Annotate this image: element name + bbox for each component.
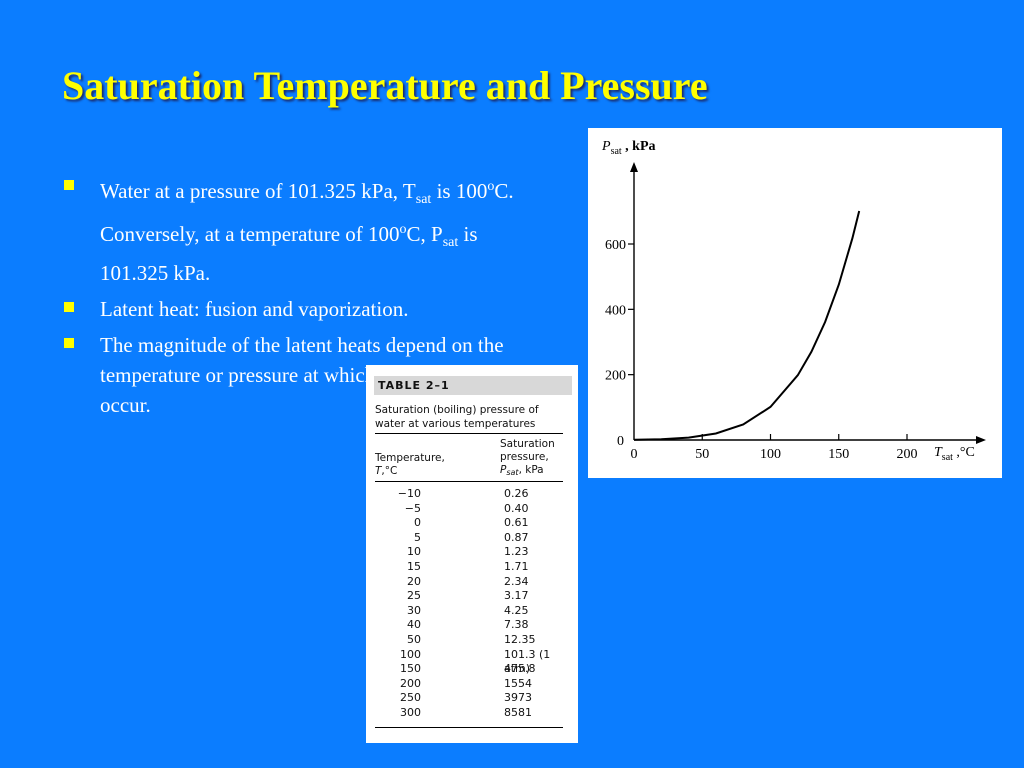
table-cell-temperature: 40 xyxy=(407,618,421,632)
bullet-square-icon xyxy=(64,338,74,348)
table-row: 25 3.17 xyxy=(366,589,578,604)
table-cell-temperature: 250 xyxy=(400,691,421,705)
col-head-pressure: Saturation pressure, Psat, kPa xyxy=(500,438,555,477)
table-cell-pressure: 2.34 xyxy=(504,574,529,588)
table-row: 20 2.34 xyxy=(366,575,578,590)
table-cell-temperature: 50 xyxy=(407,632,421,646)
bullet-item: Latent heat: fusion and vaporization. xyxy=(62,294,532,324)
table-row: 200 1554 xyxy=(366,677,578,692)
bullet-square-icon xyxy=(64,302,74,312)
table-row: 150 475.8 xyxy=(366,662,578,677)
col-head-temperature: Temperature, T,°C xyxy=(375,452,445,477)
table-label: TABLE 2–1 xyxy=(374,376,572,395)
table-cell-pressure: 1.71 xyxy=(504,559,529,573)
x-tick-label: 150 xyxy=(828,447,849,462)
table-cell-temperature: 30 xyxy=(407,603,421,617)
table-row: 5 0.87 xyxy=(366,531,578,546)
table-row: 250 3973 xyxy=(366,691,578,706)
table-cell-pressure: 3.17 xyxy=(504,589,529,603)
bullet-text: Latent heat: fusion and vaporization. xyxy=(100,297,409,321)
table-cell-pressure: 0.87 xyxy=(504,530,529,544)
table-row: −10 0.26 xyxy=(366,487,578,502)
saturation-curve-line xyxy=(633,210,861,441)
table-cell-pressure: 0.26 xyxy=(504,487,529,500)
table-cell-temperature: 15 xyxy=(407,559,421,573)
table-row: 100 101.3 (1 atm) xyxy=(366,647,578,676)
table-cell-temperature: −10 xyxy=(397,487,421,500)
table-row: 15 1.71 xyxy=(366,560,578,575)
table-row: 0 0.61 xyxy=(366,516,578,531)
table-caption: Saturation (boiling) pressure of water a… xyxy=(375,404,539,430)
x-axis-label: Tsat ,°C xyxy=(934,445,975,463)
slide-title: Saturation Temperature and Pressure xyxy=(62,63,708,108)
y-axis-arrow-icon xyxy=(630,162,638,172)
table-cell-temperature: 20 xyxy=(407,574,421,588)
table-cell-temperature: 5 xyxy=(414,530,421,544)
x-tick-label: 50 xyxy=(695,447,709,462)
bullet-text: Water at a pressure of 101.325 kPa, Tsat… xyxy=(100,179,514,285)
x-tick-label: 200 xyxy=(897,447,918,462)
table-cell-pressure: 3973 xyxy=(504,691,532,705)
table-cell-pressure: 1554 xyxy=(504,676,532,690)
bullet-list: Water at a pressure of 101.325 kPa, Tsat… xyxy=(62,172,532,426)
table-cell-temperature: 300 xyxy=(400,705,421,719)
table-row: 40 7.38 xyxy=(366,618,578,633)
table-cell-pressure: 0.61 xyxy=(504,516,529,530)
y-tick-label: 400 xyxy=(605,303,626,318)
x-ticks: 0 50 100 150 200 xyxy=(631,434,918,462)
bullet-square-icon xyxy=(64,180,74,190)
x-axis-arrow-icon xyxy=(976,436,986,444)
x-tick-label: 100 xyxy=(760,447,781,462)
y-ticks: 0 200 400 600 xyxy=(605,238,634,449)
table-cell-pressure: 101.3 (1 atm) xyxy=(504,647,551,676)
table-cell-pressure: 1.23 xyxy=(504,545,529,559)
table-cell-temperature: 0 xyxy=(414,516,421,530)
y-tick-label: 600 xyxy=(605,238,626,253)
table-cell-pressure: 8581 xyxy=(504,705,532,719)
table-row: 50 12.35 xyxy=(366,633,578,648)
table-cell-temperature: 10 xyxy=(407,545,421,559)
table-cell-pressure: 475.8 xyxy=(504,662,536,676)
table-row: −5 0.40 xyxy=(366,502,578,517)
saturation-curve-chart: Psat , kPa Tsat ,°C 0 200 400 600 0 50 100 150… xyxy=(588,128,1002,478)
table-cell-pressure: 0.40 xyxy=(504,501,529,515)
table-cell-temperature: 200 xyxy=(400,676,421,690)
y-axis-label: Psat , kPa xyxy=(601,139,656,157)
table-rule-top xyxy=(375,433,563,434)
table-row: 30 4.25 xyxy=(366,604,578,619)
table-cell-pressure: 7.38 xyxy=(504,618,529,632)
table-rule-head xyxy=(375,481,563,482)
table-body: −10 0.26 −5 0.40 0 0.61 5 0.87 10 1.23 15 1.71 20 2.3… xyxy=(366,487,578,721)
table-rule-bottom xyxy=(375,727,563,728)
table-cell-temperature: 25 xyxy=(407,589,421,603)
x-tick-label: 0 xyxy=(631,447,638,462)
bullet-item: Water at a pressure of 101.325 kPa, Tsat… xyxy=(62,172,532,288)
table-row: 10 1.23 xyxy=(366,545,578,560)
table-row: 300 8581 xyxy=(366,706,578,721)
table-cell-temperature: 100 xyxy=(400,647,421,661)
y-tick-label: 0 xyxy=(617,434,624,449)
saturation-table: TABLE 2–1 Saturation (boiling) pressure … xyxy=(366,365,578,743)
table-cell-temperature: −5 xyxy=(404,501,421,515)
table-cell-temperature: 150 xyxy=(400,662,421,676)
table-cell-pressure: 12.35 xyxy=(504,632,536,646)
chart-canvas: Psat , kPa Tsat ,°C 0 200 400 600 0 50 100 150… xyxy=(601,139,986,463)
table-cell-pressure: 4.25 xyxy=(504,603,529,617)
y-tick-label: 200 xyxy=(605,369,626,384)
